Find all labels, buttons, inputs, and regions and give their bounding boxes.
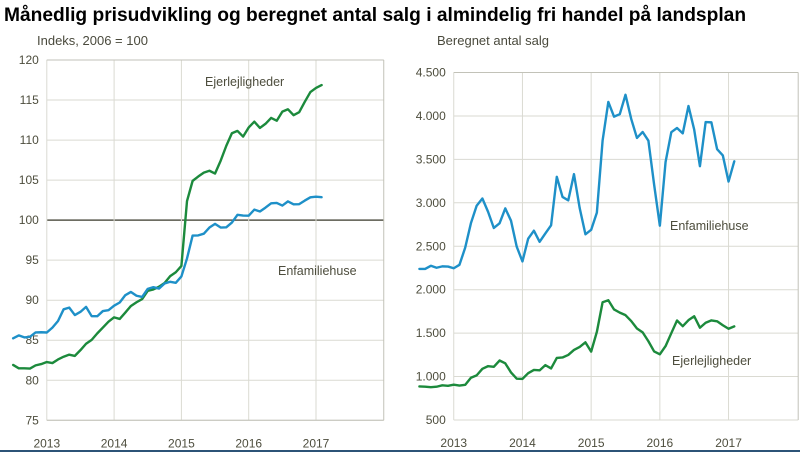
svg-text:2014: 2014 <box>101 436 128 450</box>
svg-text:105: 105 <box>19 173 39 187</box>
svg-text:75: 75 <box>25 413 39 427</box>
svg-text:Ejerlejligheder: Ejerlejligheder <box>205 75 284 89</box>
svg-text:1.500: 1.500 <box>416 326 446 340</box>
svg-text:500: 500 <box>426 413 446 427</box>
svg-text:Enfamiliehuse: Enfamiliehuse <box>670 219 749 233</box>
svg-text:4.000: 4.000 <box>416 109 446 123</box>
svg-text:110: 110 <box>20 133 39 147</box>
svg-text:2.500: 2.500 <box>416 239 446 253</box>
svg-text:3.500: 3.500 <box>416 152 446 166</box>
svg-text:2017: 2017 <box>715 436 742 450</box>
svg-text:2016: 2016 <box>235 436 262 450</box>
svg-text:95: 95 <box>25 253 39 267</box>
svg-text:100: 100 <box>19 213 39 227</box>
svg-text:115: 115 <box>20 93 39 107</box>
svg-text:2014: 2014 <box>509 436 536 450</box>
svg-text:1.000: 1.000 <box>416 370 446 384</box>
svg-text:120: 120 <box>19 53 39 67</box>
svg-text:3.000: 3.000 <box>416 196 446 210</box>
svg-text:80: 80 <box>25 373 39 387</box>
svg-text:2015: 2015 <box>578 436 605 450</box>
svg-text:Ejerlejligheder: Ejerlejligheder <box>672 354 751 368</box>
svg-text:2017: 2017 <box>303 436 330 450</box>
svg-text:4.500: 4.500 <box>416 66 446 80</box>
svg-text:2015: 2015 <box>168 436 195 450</box>
svg-text:2013: 2013 <box>33 436 60 450</box>
svg-text:Enfamiliehuse: Enfamiliehuse <box>278 264 357 278</box>
svg-text:90: 90 <box>25 293 39 307</box>
svg-text:2016: 2016 <box>646 436 673 450</box>
svg-text:2.000: 2.000 <box>416 283 446 297</box>
svg-text:2013: 2013 <box>440 436 467 450</box>
